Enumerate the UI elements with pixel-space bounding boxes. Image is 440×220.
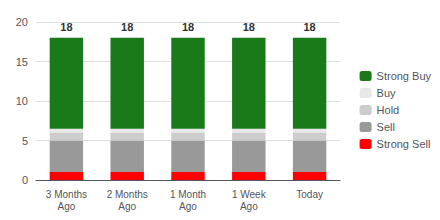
svg-text:Ago: Ago [118,201,136,212]
svg-text:Hold: Hold [377,104,400,116]
svg-text:1 Month: 1 Month [170,189,206,200]
svg-text:3 Months: 3 Months [46,189,87,200]
svg-text:0: 0 [22,174,28,186]
svg-text:1 Week: 1 Week [232,189,267,200]
svg-text:18: 18 [121,21,133,33]
svg-text:20: 20 [16,16,28,28]
svg-text:5: 5 [22,135,28,147]
svg-text:Today: Today [296,189,323,200]
svg-text:Sell: Sell [377,121,395,133]
svg-text:15: 15 [16,56,28,68]
svg-text:2 Months: 2 Months [107,189,148,200]
svg-text:Buy: Buy [377,87,396,99]
svg-text:Ago: Ago [179,201,197,212]
svg-text:Ago: Ago [58,201,76,212]
svg-text:Strong Sell: Strong Sell [377,138,431,150]
svg-text:18: 18 [60,21,72,33]
svg-text:10: 10 [16,95,28,107]
svg-text:18: 18 [303,21,315,33]
svg-text:18: 18 [243,21,255,33]
svg-text:18: 18 [182,21,194,33]
svg-text:Ago: Ago [240,201,258,212]
svg-text:Strong Buy: Strong Buy [377,70,432,82]
